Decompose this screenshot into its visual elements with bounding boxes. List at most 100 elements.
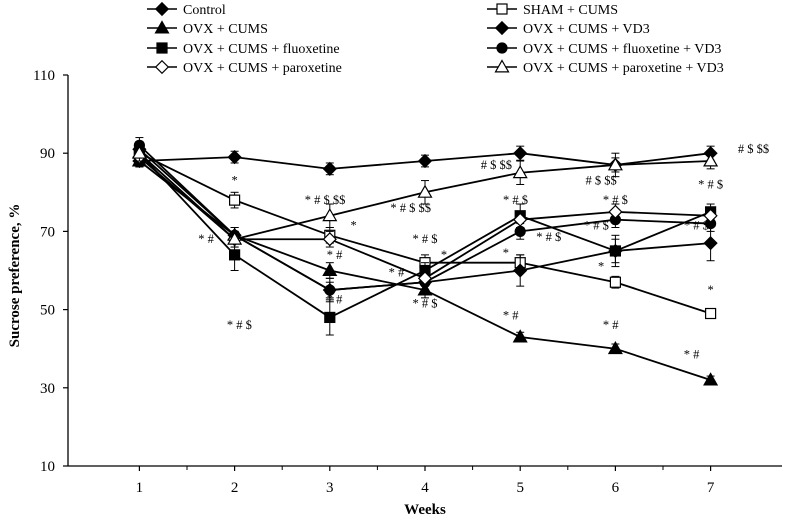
x-tick-label: 3: [326, 480, 334, 496]
significance-label: * #: [389, 265, 405, 279]
data-point: [609, 276, 622, 288]
significance-label: *: [598, 260, 604, 274]
significance-label: * # $: [584, 218, 609, 232]
legend-label: OVX + CUMS + VD3: [523, 22, 650, 37]
legend-label: OVX + CUMS + fluoxetine + VD3: [523, 42, 721, 57]
data-point: [513, 263, 528, 278]
legend-marker: [154, 59, 170, 75]
data-point: [703, 236, 718, 251]
x-tick-label: 5: [516, 480, 524, 496]
y-tick-label: 50: [40, 303, 55, 319]
legend-item: OVX + CUMS + paroxetine: [147, 59, 342, 76]
data-point: [513, 146, 528, 161]
legend-label: OVX + CUMS: [183, 22, 268, 37]
significance-label: * # $: [413, 297, 438, 311]
data-point: [607, 157, 623, 171]
significance-label: # $ $$: [481, 158, 512, 172]
data-point: [703, 208, 718, 223]
data-point: [512, 165, 528, 179]
significance-label: * # $: [698, 177, 723, 191]
data-point: [703, 372, 719, 386]
data-point: [417, 184, 433, 198]
x-tick-label: 4: [421, 480, 429, 496]
data-point: [607, 340, 623, 355]
legend-marker: [494, 20, 510, 36]
legend-item: OVX + CUMS + fluoxetine: [147, 42, 340, 57]
significance-label: # $ $$: [585, 173, 616, 187]
data-point: [229, 194, 241, 206]
significance-label: * # $ $$: [305, 193, 346, 207]
data-point: [417, 271, 433, 286]
legend-label: OVX + CUMS + paroxetine: [183, 61, 342, 76]
data-point: [609, 245, 622, 257]
data-point: [324, 284, 336, 296]
significance-label: * # $: [503, 193, 528, 207]
y-tick-label: 70: [40, 224, 55, 240]
y-axis-title: Sucrose preference, %: [7, 204, 23, 348]
y-tick-label: 90: [40, 146, 55, 162]
legend-item: OVX + CUMS: [147, 20, 268, 37]
significance-label: * # $: [684, 218, 709, 232]
significance-label: *: [231, 173, 237, 187]
data-point: [704, 307, 717, 320]
data-point: [417, 153, 433, 169]
significance-label: * # $ $$: [390, 201, 431, 215]
x-tick-label: 2: [231, 480, 239, 496]
data-point: [322, 208, 338, 222]
legend-item: OVX + CUMS + paroxetine + VD3: [487, 59, 724, 76]
legend-marker: [496, 3, 508, 15]
data-point: [322, 232, 337, 247]
significance-label: *: [350, 218, 356, 232]
legend-marker: [496, 42, 508, 54]
data-point: [703, 153, 719, 167]
legend-marker: [154, 1, 170, 17]
significance-label: # $ $$: [738, 142, 769, 156]
legend-label: Control: [183, 3, 226, 18]
data-point: [227, 231, 243, 245]
x-axis-title: Weeks: [404, 502, 446, 518]
series-8: [131, 144, 719, 248]
significance-label: * #: [327, 248, 343, 262]
significance-label: * #: [684, 347, 700, 361]
x-tick-label: 7: [707, 480, 715, 496]
y-tick-label: 10: [40, 459, 55, 475]
legend-marker: [154, 20, 170, 34]
significance-label: * #: [198, 232, 214, 246]
significance-label: *: [503, 246, 509, 260]
significance-label: * # $: [227, 318, 252, 332]
significance-label: * #: [327, 293, 343, 307]
y-tick-label: 30: [40, 381, 55, 397]
x-tick-label: 6: [612, 480, 620, 496]
data-point: [227, 150, 242, 165]
data-point: [322, 161, 337, 176]
legend-label: SHAM + CUMS: [523, 3, 618, 18]
legend: Control SHAM + CUMS OVX + CUMS OVX + CUMS +…: [147, 1, 724, 76]
legend-label: OVX + CUMS + paroxetine + VD3: [523, 61, 724, 76]
legend-marker: [156, 42, 168, 54]
significance-label: * # $: [536, 230, 561, 244]
significance-label: *: [707, 283, 713, 297]
significance-label: * # $: [603, 193, 628, 207]
y-tick-label: 110: [33, 68, 55, 84]
significance-label: * #: [503, 308, 519, 322]
legend-item: SHAM + CUMS: [487, 3, 618, 18]
legend-item: OVX + CUMS + VD3: [487, 20, 650, 37]
data-point: [513, 212, 528, 227]
data-point: [131, 145, 147, 159]
legend-marker: [494, 59, 510, 73]
data-point: [229, 249, 241, 261]
data-point: [322, 262, 338, 276]
legend-item: OVX + CUMS + fluoxetine + VD3: [487, 42, 721, 57]
legend-item: Control: [147, 1, 226, 18]
x-tick-label: 1: [136, 480, 144, 496]
data-point: [324, 311, 336, 324]
significance-label: * #: [603, 318, 619, 332]
data-point: [608, 204, 623, 219]
legend-label: OVX + CUMS + fluoxetine: [183, 42, 340, 57]
series-1: [132, 145, 718, 176]
data-point: [512, 329, 528, 343]
significance-label: * # $: [413, 232, 438, 246]
significance-label: *: [441, 248, 447, 262]
